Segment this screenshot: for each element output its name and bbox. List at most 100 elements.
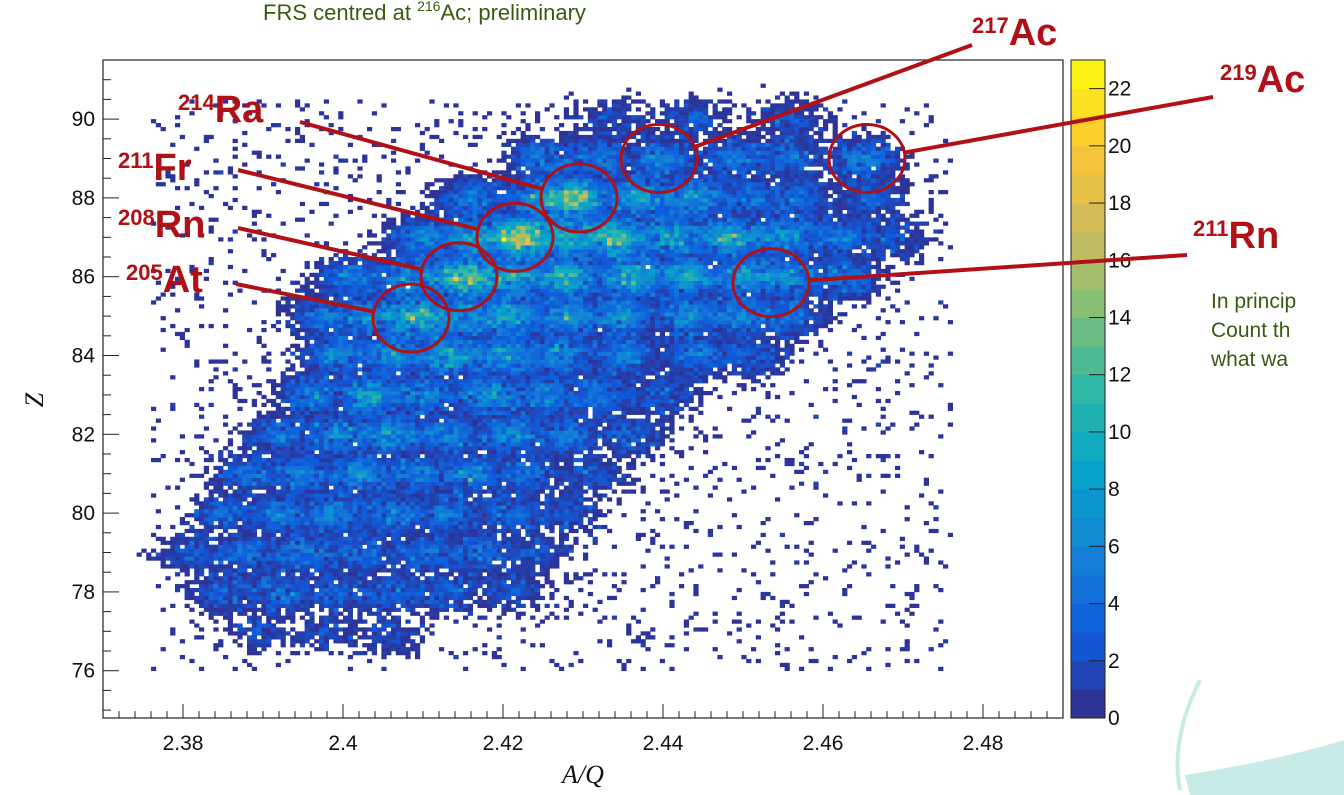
heatmap-cell bbox=[501, 540, 507, 545]
heatmap-cell bbox=[357, 532, 363, 538]
heatmap-cell bbox=[256, 418, 262, 423]
heatmap-cell bbox=[395, 418, 401, 423]
heatmap-cell bbox=[669, 430, 675, 435]
heatmap-cell bbox=[371, 414, 377, 419]
heatmap-cell bbox=[511, 568, 517, 573]
heatmap-cell bbox=[261, 556, 267, 561]
heatmap-cell bbox=[597, 465, 603, 471]
heatmap-cell bbox=[458, 552, 464, 557]
heatmap-cell bbox=[602, 434, 608, 439]
heatmap-cell bbox=[170, 536, 176, 541]
heatmap-cell bbox=[664, 489, 670, 494]
heatmap-cell bbox=[218, 505, 224, 510]
heatmap-cell bbox=[280, 481, 286, 486]
heatmap-cell bbox=[285, 454, 291, 459]
heatmap-cell bbox=[314, 454, 320, 459]
heatmap-cell bbox=[415, 426, 421, 431]
heatmap-cell bbox=[511, 591, 517, 597]
heatmap-cell bbox=[775, 442, 781, 447]
heatmap-cell bbox=[271, 473, 277, 478]
heatmap-cell bbox=[323, 469, 329, 475]
heatmap-cell bbox=[338, 457, 344, 463]
heatmap-cell bbox=[237, 501, 243, 506]
heatmap-cell bbox=[544, 520, 550, 526]
heatmap-cell bbox=[573, 473, 579, 478]
heatmap-cell bbox=[415, 473, 421, 478]
heatmap-cell bbox=[223, 591, 229, 597]
heatmap-cell bbox=[266, 540, 272, 545]
heatmap-cell bbox=[395, 505, 401, 510]
heatmap-cell bbox=[779, 662, 785, 668]
heatmap-cell bbox=[400, 457, 406, 463]
heatmap-cell bbox=[256, 465, 262, 471]
heatmap-cell bbox=[381, 505, 387, 510]
heatmap-cell bbox=[563, 473, 569, 478]
heatmap-cell bbox=[554, 410, 560, 415]
heatmap-cell bbox=[247, 536, 253, 541]
heatmap-cell bbox=[434, 505, 440, 510]
heatmap-cell bbox=[448, 414, 454, 419]
heatmap-cell bbox=[343, 465, 349, 471]
heatmap-cell bbox=[352, 406, 358, 411]
heatmap-cell bbox=[496, 489, 502, 494]
heatmap-cell bbox=[266, 548, 272, 553]
heatmap-cell bbox=[309, 469, 315, 475]
heatmap-cell bbox=[458, 556, 464, 561]
heatmap-cell bbox=[549, 418, 555, 423]
heatmap-cell bbox=[299, 528, 305, 534]
heatmap-cell bbox=[472, 528, 478, 534]
heatmap-cell bbox=[640, 410, 646, 415]
heatmap-cell bbox=[242, 450, 248, 455]
heatmap-cell bbox=[333, 446, 339, 451]
heatmap-cell bbox=[175, 505, 181, 510]
heatmap-cell bbox=[559, 520, 565, 526]
heatmap-cell bbox=[429, 414, 435, 419]
heatmap-cell bbox=[559, 548, 565, 553]
heatmap-cell bbox=[381, 536, 387, 541]
heatmap-cell bbox=[664, 426, 670, 431]
heatmap-cell bbox=[501, 438, 507, 443]
heatmap-cell bbox=[410, 552, 416, 557]
heatmap-cell bbox=[290, 635, 296, 640]
heatmap-cell bbox=[616, 442, 622, 447]
heatmap-cell bbox=[415, 520, 421, 526]
heatmap-cell bbox=[640, 489, 646, 494]
heatmap-cell bbox=[251, 631, 257, 636]
heatmap-cell bbox=[362, 509, 368, 514]
heatmap-cell bbox=[223, 501, 229, 506]
heatmap-cell bbox=[314, 501, 320, 506]
heatmap-cell bbox=[544, 556, 550, 561]
heatmap-cell bbox=[539, 489, 545, 494]
heatmap-cell bbox=[909, 410, 915, 415]
heatmap-cell bbox=[237, 489, 243, 494]
heatmap-cell bbox=[271, 595, 277, 601]
heatmap-cell bbox=[271, 544, 277, 549]
heatmap-cell bbox=[232, 544, 238, 549]
heatmap-cell bbox=[472, 623, 478, 628]
heatmap-cell bbox=[314, 505, 320, 510]
heatmap-cell bbox=[583, 442, 589, 447]
heatmap-cell bbox=[247, 603, 253, 608]
heatmap-cell bbox=[467, 477, 473, 482]
heatmap-cell bbox=[386, 611, 392, 616]
heatmap-cell bbox=[592, 426, 598, 431]
heatmap-cell bbox=[885, 662, 891, 668]
heatmap-cell bbox=[261, 540, 267, 545]
heatmap-cell bbox=[338, 450, 344, 455]
heatmap-cell bbox=[530, 540, 536, 545]
heatmap-cell bbox=[535, 489, 541, 494]
heatmap-cell bbox=[376, 485, 382, 490]
heatmap-cell bbox=[621, 442, 627, 447]
heatmap-cell bbox=[184, 564, 190, 569]
heatmap-cell bbox=[357, 501, 363, 506]
heatmap-cell bbox=[472, 536, 478, 541]
heatmap-cell bbox=[707, 493, 713, 498]
heatmap-cell bbox=[501, 662, 507, 668]
heatmap-cell bbox=[535, 540, 541, 545]
heatmap-cell bbox=[535, 477, 541, 482]
heatmap-cell bbox=[477, 461, 483, 467]
heatmap-cell bbox=[391, 454, 397, 459]
heatmap-cell bbox=[357, 607, 363, 612]
heatmap-cell bbox=[472, 505, 478, 510]
heatmap-cell bbox=[213, 497, 219, 502]
